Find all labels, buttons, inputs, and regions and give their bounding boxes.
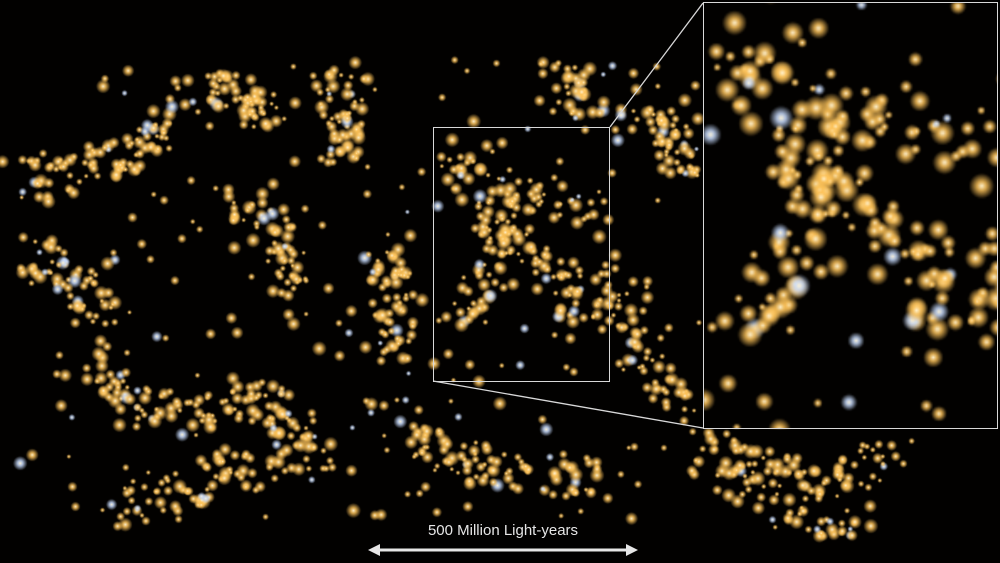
scale-bar-arrow — [368, 544, 638, 556]
arrow-left-icon — [368, 544, 380, 556]
arrow-right-icon — [626, 544, 638, 556]
scale-bar-label: 500 Million Light-years — [427, 522, 579, 539]
